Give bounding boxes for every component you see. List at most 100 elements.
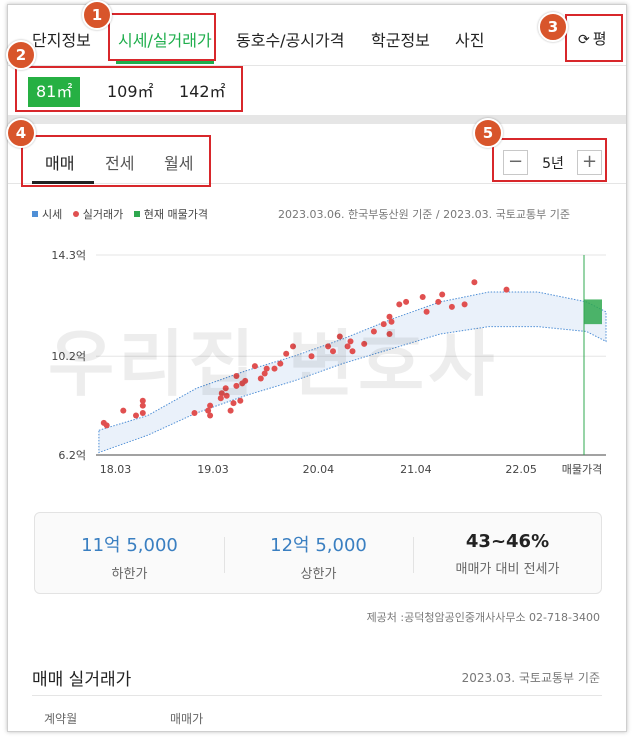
listing-price-bar <box>584 299 602 325</box>
x-tick-label: 21.04 <box>400 463 432 476</box>
transaction-point <box>218 390 225 397</box>
annotation-box-3 <box>565 14 623 62</box>
transaction-point <box>370 328 377 335</box>
transaction-point <box>330 348 336 355</box>
annotation-badge-3: 3 <box>538 12 568 42</box>
transaction-point <box>361 340 368 347</box>
tab-price[interactable]: 시세/실거래가 <box>118 31 212 50</box>
x-tick-label: 19.03 <box>197 463 229 476</box>
legend-item-market: 시세 <box>32 208 62 221</box>
y-tick-label: 14.3억 <box>51 249 86 262</box>
transaction-point <box>223 392 230 399</box>
tab-photos[interactable]: 사진 <box>455 31 485 50</box>
tab-school-info[interactable]: 학군정보 <box>371 31 430 50</box>
price-chart: 14.3억 10.2억 6.2억 18.03 19.03 20.04 21.04 22.05 매… <box>51 249 607 476</box>
transaction-point <box>263 365 270 372</box>
transaction-point <box>271 365 278 372</box>
deals-col-month: 계약월 <box>44 712 78 726</box>
price-summary: 11억 5,000 하한가 12억 5,000 상한가 43~46% 매매가 대… <box>34 512 602 594</box>
legend-swatch-market <box>32 211 38 217</box>
transaction-point <box>217 395 224 402</box>
transaction-point <box>230 400 237 407</box>
transaction-point <box>227 407 234 414</box>
tab-jeonse[interactable]: 전세 <box>105 154 135 173</box>
transaction-point <box>308 353 315 360</box>
transaction-point <box>120 407 127 414</box>
annotation-box-1 <box>108 13 216 61</box>
legend-item-transactions: 실거래가 <box>72 208 123 221</box>
x-tick-label-listing: 매물가격 <box>562 463 602 476</box>
transaction-point <box>233 382 240 389</box>
period-value: 5년 <box>542 156 564 172</box>
transaction-point <box>233 373 240 379</box>
transaction-point <box>439 291 446 298</box>
tab-unit-public-price[interactable]: 동호수/공시가격 <box>236 31 345 50</box>
transaction-point <box>503 286 510 293</box>
summary-high-value: 12억 5,000 <box>270 535 367 556</box>
transaction-point <box>423 308 430 315</box>
period-stepper: − 5년 + <box>503 148 603 178</box>
period-plus-button[interactable]: + <box>577 150 602 175</box>
transaction-point <box>396 301 403 308</box>
transaction-point <box>419 294 426 300</box>
size-chip-81[interactable]: 81㎡ <box>28 77 81 107</box>
transaction-point <box>448 303 455 310</box>
summary-high: 12억 5,000 상한가 <box>224 531 413 582</box>
trade-type-tabs: 매매 전세 월세 <box>8 124 626 184</box>
transaction-point <box>325 343 332 350</box>
transaction-point <box>207 412 214 419</box>
x-tick-label: 22.05 <box>505 463 537 476</box>
transaction-point <box>207 402 214 409</box>
summary-divider <box>224 537 225 573</box>
y-tick-label: 10.2억 <box>51 350 86 363</box>
deals-col-price: 매매가 <box>170 712 204 726</box>
annotation-badge-1: 1 <box>82 0 112 30</box>
legend-label-listing: 현재 매물가격 <box>143 208 208 221</box>
transaction-point <box>222 385 229 392</box>
x-tick-label: 18.03 <box>100 463 132 476</box>
transaction-point <box>283 350 290 357</box>
app-window: 단지정보 시세/실거래가 동호수/공시가격 학군정보 사진 ⟳ 평 81㎡ 109… <box>7 4 627 732</box>
transaction-point <box>386 331 393 337</box>
tab-monthly-rent[interactable]: 월세 <box>164 154 194 173</box>
annotation-badge-2: 2 <box>6 40 36 70</box>
transaction-point <box>139 402 146 409</box>
transaction-point <box>388 318 395 325</box>
deals-title: 매매 실거래가 <box>32 670 132 690</box>
transaction-point <box>139 397 146 404</box>
transaction-point <box>336 333 343 340</box>
transaction-point <box>139 410 146 416</box>
size-chip-142[interactable]: 142㎡ <box>179 82 226 101</box>
transaction-point <box>380 321 387 328</box>
legend-swatch-transactions <box>72 211 79 217</box>
transaction-point <box>205 407 212 414</box>
transaction-point <box>290 343 296 350</box>
refresh-icon: ⟳ <box>578 32 590 48</box>
section-divider <box>8 115 626 124</box>
transaction-point <box>461 301 468 308</box>
summary-high-label: 상한가 <box>300 567 337 582</box>
active-tab-underline <box>116 61 214 64</box>
annotation-badge-4: 4 <box>6 118 36 148</box>
summary-ratio-value: 43~46% <box>465 531 550 552</box>
size-selector: 81㎡ 109㎡ 142㎡ <box>8 65 626 115</box>
size-chip-109[interactable]: 109㎡ <box>107 82 154 101</box>
transaction-point <box>403 298 410 305</box>
deals-reference: 2023.03. 국토교통부 기준 <box>461 671 600 685</box>
tab-complex-info[interactable]: 단지정보 <box>32 31 91 50</box>
summary-low-value: 11억 5,000 <box>81 535 178 556</box>
transaction-point <box>349 348 356 355</box>
unit-toggle-label: 평 <box>592 30 607 48</box>
legend-label-market: 시세 <box>42 208 63 221</box>
transaction-point <box>133 412 139 419</box>
period-minus-button[interactable]: − <box>503 150 528 175</box>
transaction-point <box>251 363 258 370</box>
deals-divider <box>32 695 602 696</box>
transaction-point <box>386 313 393 320</box>
unit-toggle-button[interactable]: ⟳ 평 <box>578 28 607 49</box>
annotation-badge-5: 5 <box>473 118 503 148</box>
legend-item-listing: 현재 매물가격 <box>133 208 208 221</box>
transaction-point <box>435 298 442 305</box>
tab-sale[interactable]: 매매 <box>45 154 75 173</box>
y-tick-label: 6.2억 <box>58 449 86 462</box>
